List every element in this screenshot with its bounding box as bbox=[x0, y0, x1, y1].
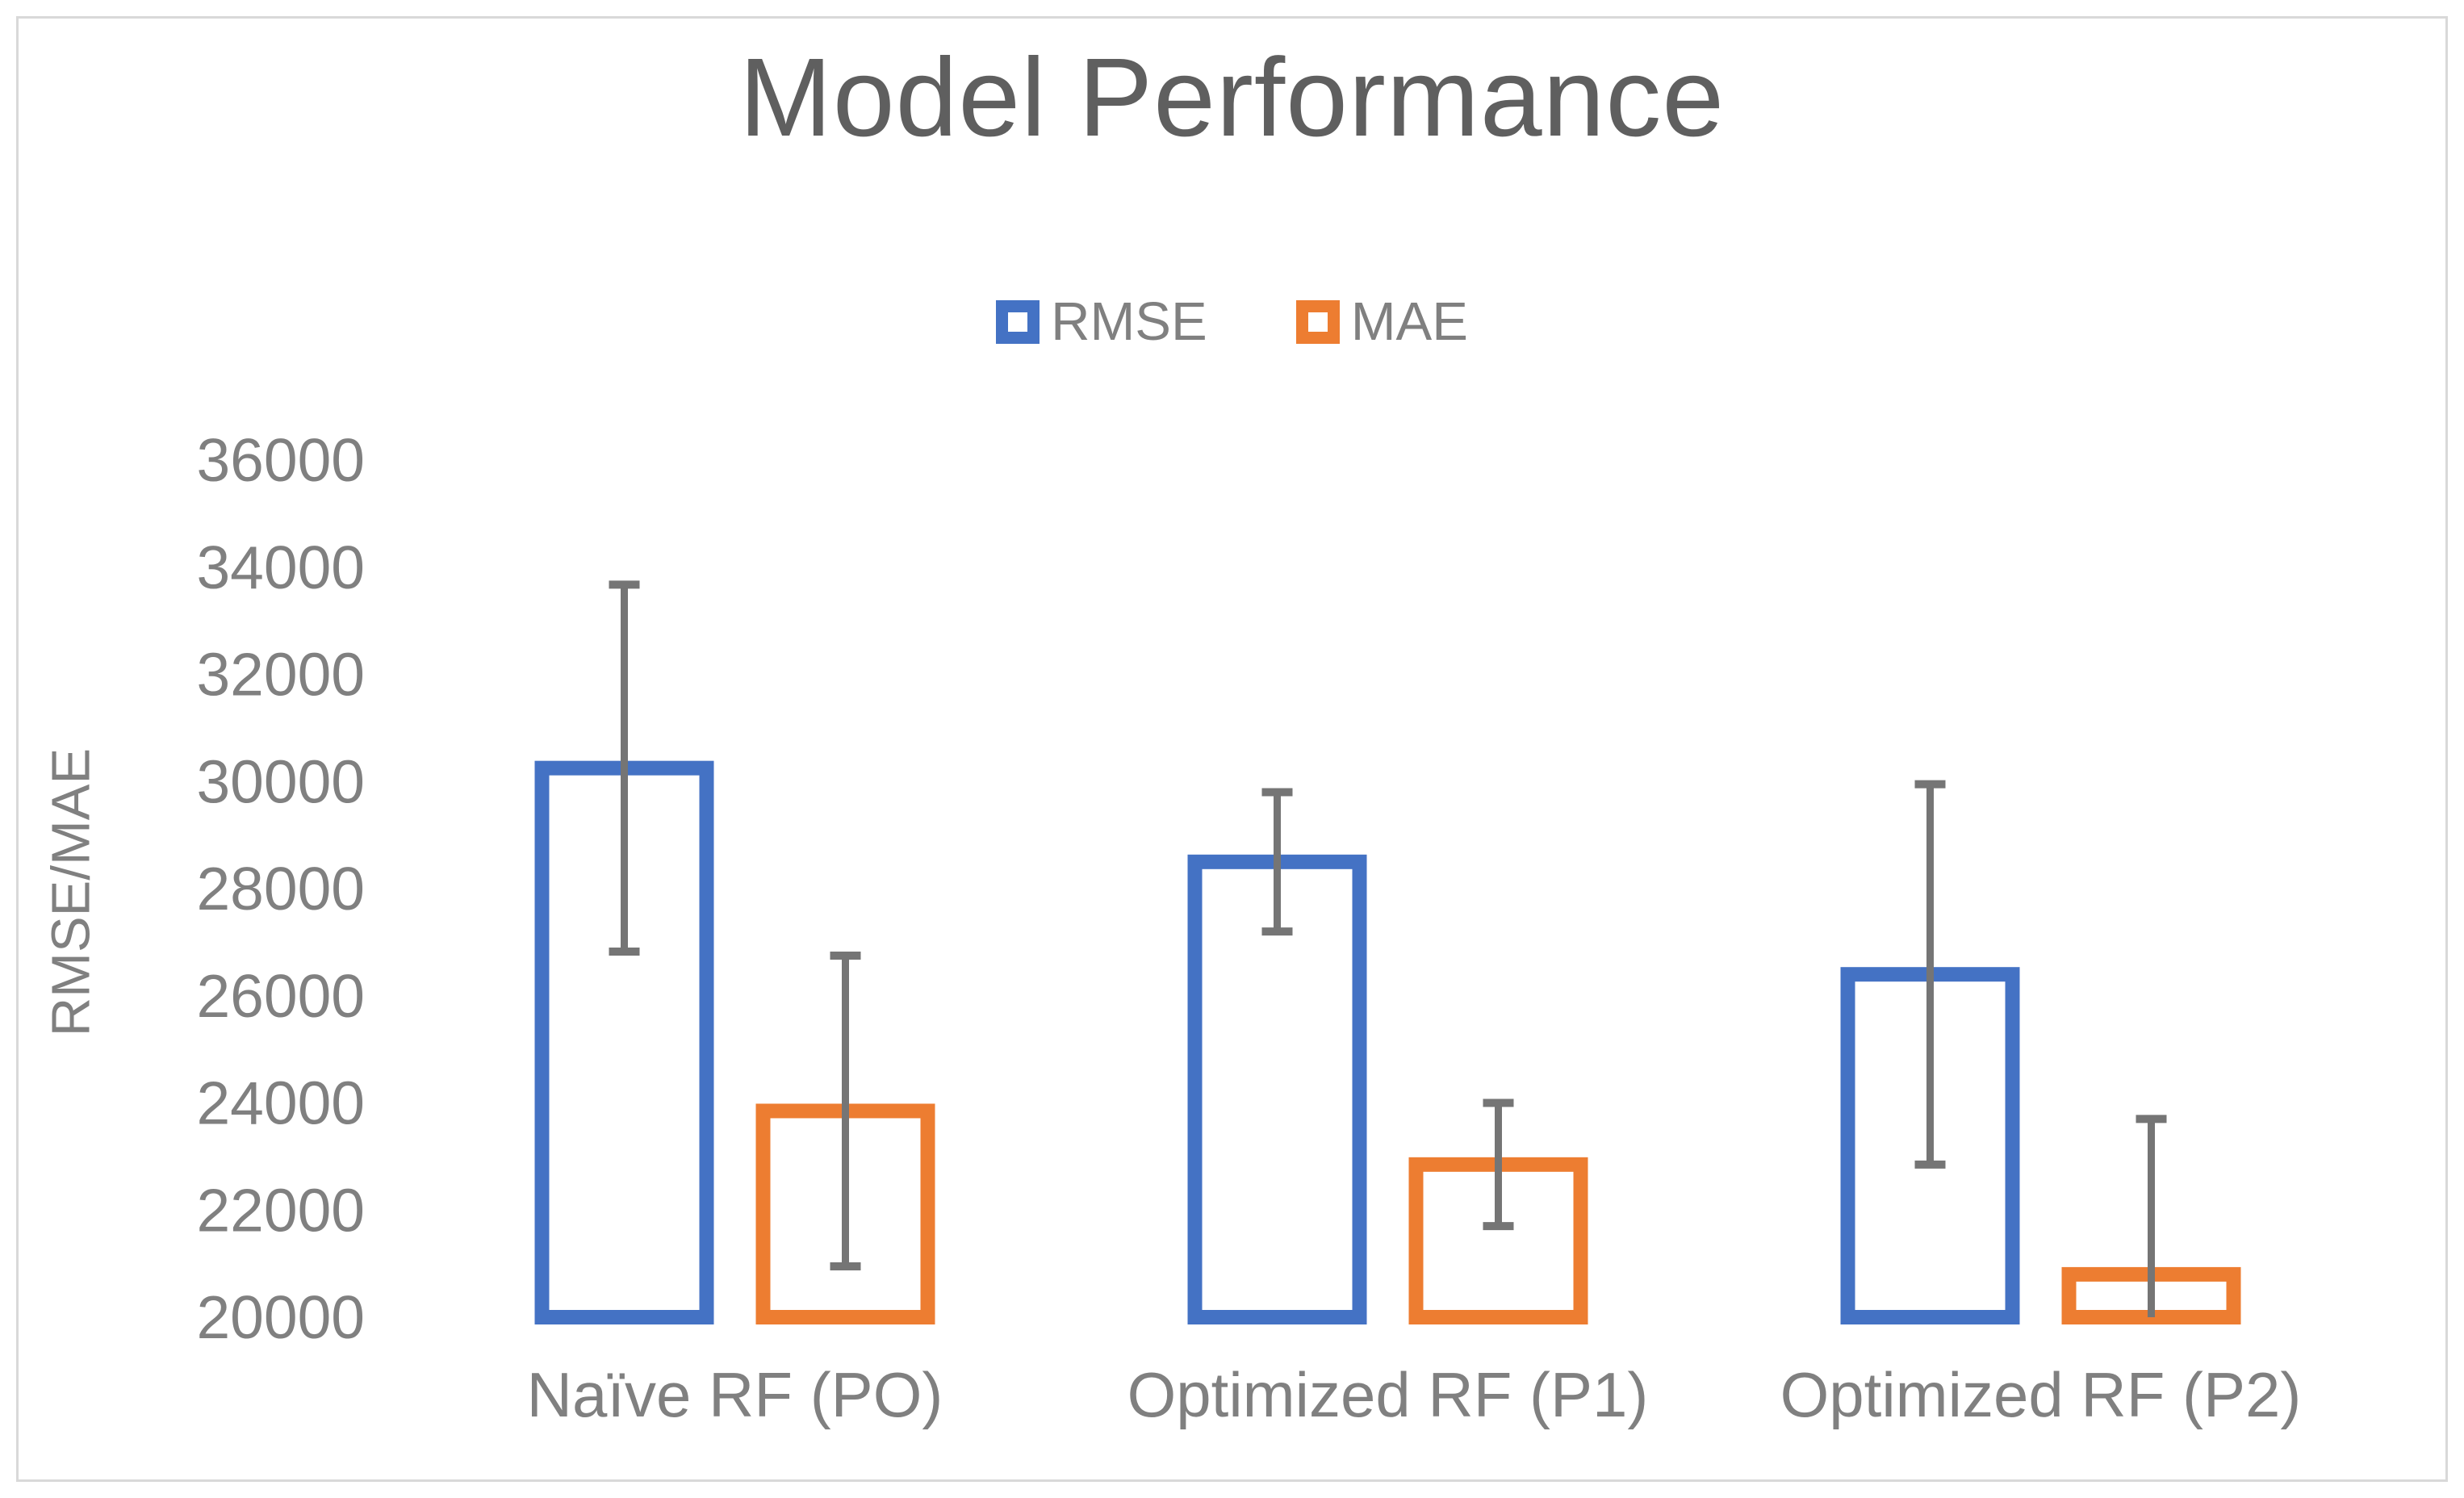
mae-swatch-icon bbox=[1295, 299, 1340, 344]
y-tick-label: 28000 bbox=[196, 855, 365, 923]
legend-item-mae: MAE bbox=[1295, 291, 1468, 353]
legend: RMSE MAE bbox=[0, 291, 2464, 353]
chart-border bbox=[16, 16, 2448, 1482]
legend-label-rmse: RMSE bbox=[1051, 291, 1207, 352]
legend-label-mae: MAE bbox=[1350, 291, 1468, 352]
y-tick-label: 34000 bbox=[196, 534, 365, 601]
rmse-swatch-icon bbox=[996, 299, 1040, 344]
y-tick-label: 22000 bbox=[196, 1176, 365, 1244]
y-tick-label: 24000 bbox=[196, 1069, 365, 1137]
legend-item-rmse: RMSE bbox=[996, 291, 1207, 353]
chart-title: Model Performance bbox=[738, 36, 1726, 160]
y-tick-label: 30000 bbox=[196, 747, 365, 815]
x-category-label: Optimized RF (P2) bbox=[1780, 1359, 2302, 1430]
y-tick-label: 32000 bbox=[196, 641, 365, 709]
y-tick-label: 36000 bbox=[196, 426, 365, 494]
x-category-label: Naïve RF (PO) bbox=[527, 1359, 943, 1430]
y-tick-label: 26000 bbox=[196, 962, 365, 1030]
y-tick-label: 20000 bbox=[196, 1283, 365, 1351]
x-category-label: Optimized RF (P1) bbox=[1127, 1359, 1649, 1430]
